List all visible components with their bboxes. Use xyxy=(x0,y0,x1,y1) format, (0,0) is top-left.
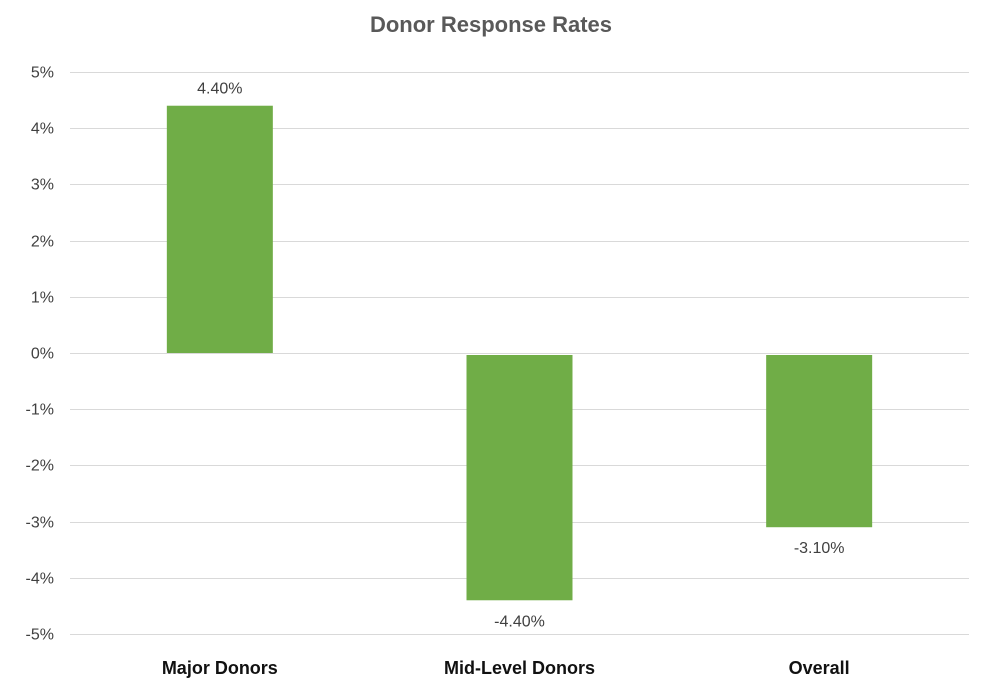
y-tick-label: 1% xyxy=(31,290,54,307)
y-tick-label: -5% xyxy=(26,627,54,644)
x-tick-label: Overall xyxy=(789,658,850,678)
x-tick-label: Mid-Level Donors xyxy=(444,658,595,678)
x-tick-label: Major Donors xyxy=(162,658,278,678)
bars xyxy=(166,105,873,601)
y-axis-tick-labels: 5% 4% 3% 2% 1% 0% -1% -2% -3% -4% -5% xyxy=(26,65,54,644)
bar xyxy=(766,355,873,528)
x-axis-tick-labels: Major Donors Mid-Level Donors Overall xyxy=(162,658,850,678)
y-tick-label: 0% xyxy=(31,346,54,363)
y-tick-label: -4% xyxy=(26,571,54,588)
data-label: -3.10% xyxy=(794,540,845,557)
y-tick-label: 5% xyxy=(31,65,54,82)
y-tick-label: 3% xyxy=(31,177,54,194)
data-label: 4.40% xyxy=(197,81,242,98)
chart-title: Donor Response Rates xyxy=(370,12,612,37)
data-labels: 4.40% -4.40% -3.10% xyxy=(197,81,844,631)
y-tick-label: 4% xyxy=(31,121,54,138)
bar xyxy=(466,355,573,601)
y-tick-label: -1% xyxy=(26,402,54,419)
y-tick-label: -3% xyxy=(26,515,54,532)
y-tick-label: -2% xyxy=(26,458,54,475)
y-tick-label: 2% xyxy=(31,234,54,251)
bar xyxy=(166,105,273,353)
data-label: -4.40% xyxy=(494,613,545,630)
